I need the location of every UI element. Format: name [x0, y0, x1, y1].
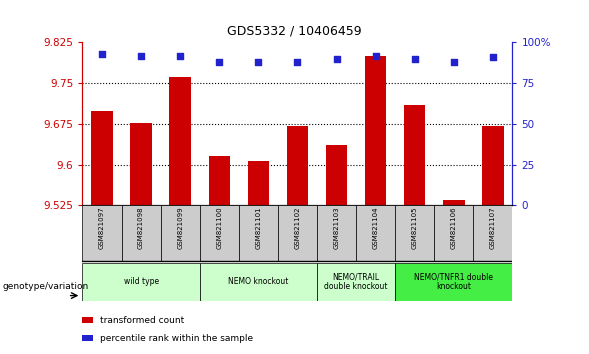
- Point: [137, 53, 146, 58]
- Bar: [161, 205, 200, 261]
- Text: GSM821102: GSM821102: [294, 206, 300, 249]
- Bar: [443, 200, 465, 205]
- Text: GSM821101: GSM821101: [256, 206, 262, 249]
- Bar: [130, 123, 152, 205]
- Bar: [317, 263, 395, 301]
- Bar: [474, 205, 512, 261]
- Text: GSM821099: GSM821099: [177, 206, 183, 249]
- Text: NEMO/TRAIL
double knockout: NEMO/TRAIL double knockout: [325, 272, 388, 291]
- Bar: [317, 205, 356, 261]
- Bar: [365, 56, 386, 205]
- Bar: [434, 205, 474, 261]
- Text: wild type: wild type: [124, 277, 158, 286]
- Point: [332, 56, 341, 62]
- Bar: [209, 156, 230, 205]
- Bar: [247, 161, 269, 205]
- Bar: [170, 77, 191, 205]
- Text: GSM821100: GSM821100: [216, 206, 222, 249]
- Text: GSM821105: GSM821105: [412, 206, 418, 249]
- Bar: [200, 205, 239, 261]
- Bar: [82, 317, 93, 323]
- Bar: [200, 263, 317, 301]
- Bar: [482, 126, 504, 205]
- Text: GSM821106: GSM821106: [451, 206, 457, 249]
- Bar: [356, 205, 395, 261]
- Bar: [326, 144, 348, 205]
- Bar: [278, 205, 317, 261]
- Text: GSM821097: GSM821097: [99, 206, 105, 249]
- Text: NEMO/TNFR1 double
knockout: NEMO/TNFR1 double knockout: [414, 272, 494, 291]
- Bar: [91, 112, 112, 205]
- Text: GSM821107: GSM821107: [490, 206, 496, 249]
- Bar: [395, 205, 434, 261]
- Bar: [395, 263, 512, 301]
- Text: transformed count: transformed count: [100, 316, 184, 325]
- Bar: [82, 263, 200, 301]
- Bar: [239, 205, 278, 261]
- Point: [488, 54, 498, 60]
- Bar: [121, 205, 161, 261]
- Text: GSM821103: GSM821103: [333, 206, 339, 249]
- Bar: [82, 335, 93, 341]
- Text: GSM821104: GSM821104: [373, 206, 379, 249]
- Text: genotype/variation: genotype/variation: [3, 282, 89, 291]
- Text: GDS5332 / 10406459: GDS5332 / 10406459: [227, 25, 362, 38]
- Bar: [287, 126, 308, 205]
- Text: percentile rank within the sample: percentile rank within the sample: [100, 333, 253, 343]
- Bar: [404, 105, 425, 205]
- Point: [214, 59, 224, 65]
- Point: [410, 56, 419, 62]
- Text: GSM821098: GSM821098: [138, 206, 144, 249]
- Point: [449, 59, 458, 65]
- Point: [97, 51, 107, 57]
- Bar: [82, 205, 121, 261]
- Point: [176, 53, 185, 58]
- Text: NEMO knockout: NEMO knockout: [228, 277, 289, 286]
- Point: [254, 59, 263, 65]
- Point: [293, 59, 302, 65]
- Point: [371, 53, 380, 58]
